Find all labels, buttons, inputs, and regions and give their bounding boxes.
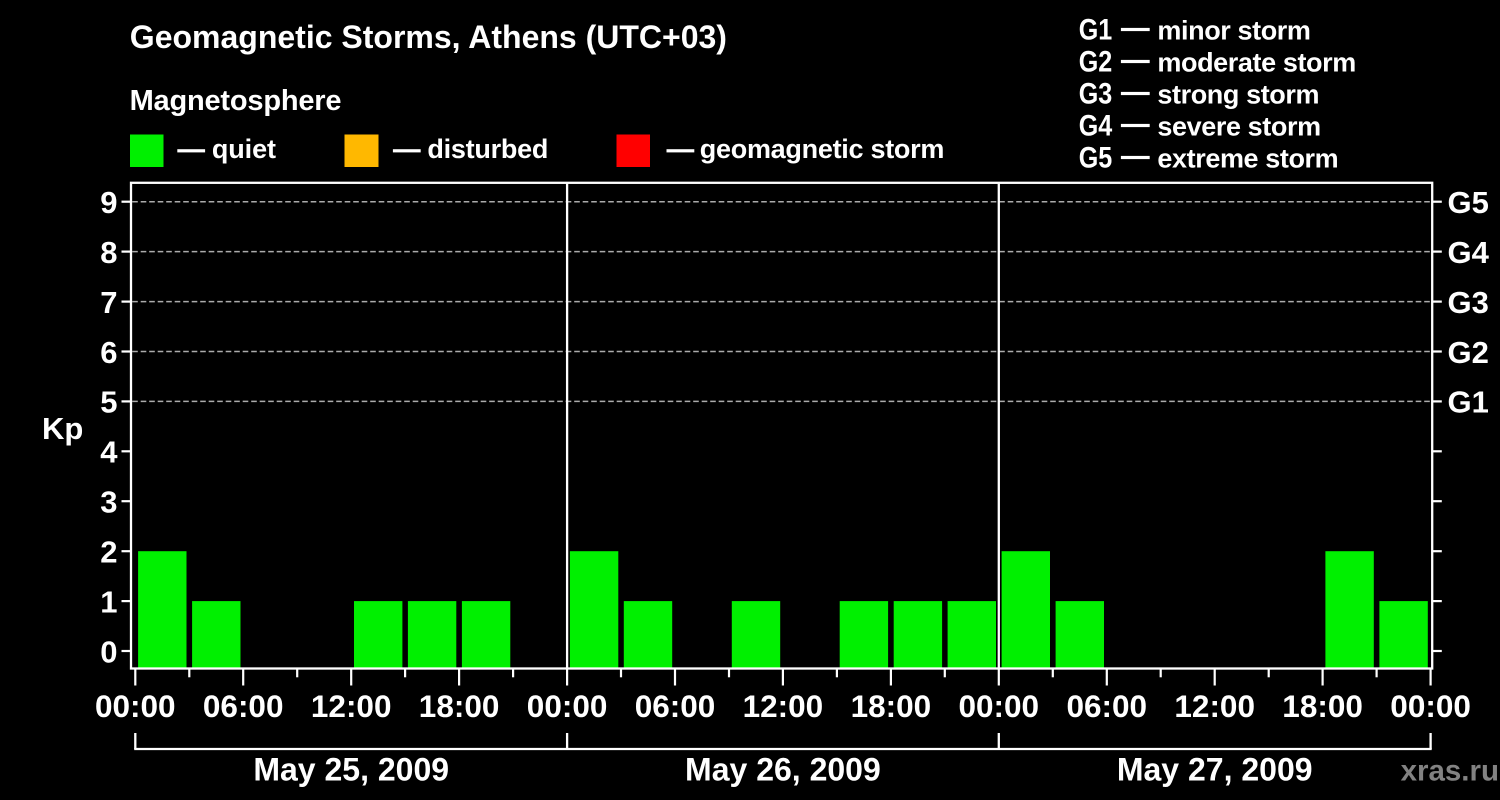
svg-text:18:00: 18:00 — [419, 688, 500, 724]
svg-text:May 27, 2009: May 27, 2009 — [1117, 752, 1313, 788]
svg-text:moderate storm: moderate storm — [1157, 48, 1355, 78]
svg-text:G2: G2 — [1448, 335, 1489, 370]
svg-text:G3: G3 — [1448, 285, 1489, 320]
svg-text:severe storm: severe storm — [1157, 112, 1320, 142]
svg-text:8: 8 — [100, 235, 117, 270]
svg-text:2: 2 — [100, 535, 117, 570]
svg-text:7: 7 — [100, 285, 117, 320]
svg-text:12:00: 12:00 — [1174, 688, 1255, 724]
svg-text:disturbed: disturbed — [427, 134, 548, 164]
svg-text:6: 6 — [100, 335, 117, 370]
svg-text:G1: G1 — [1079, 14, 1113, 47]
svg-text:12:00: 12:00 — [743, 688, 824, 724]
svg-text:xras.ru: xras.ru — [1401, 755, 1499, 788]
svg-text:3: 3 — [100, 485, 117, 520]
svg-text:06:00: 06:00 — [1067, 688, 1148, 724]
svg-text:Geomagnetic Storms, Athens (UT: Geomagnetic Storms, Athens (UTC+03) — [130, 19, 727, 55]
svg-text:G1: G1 — [1448, 385, 1489, 420]
svg-text:18:00: 18:00 — [851, 688, 932, 724]
svg-text:Kp: Kp — [42, 411, 83, 446]
svg-text:00:00: 00:00 — [527, 688, 608, 724]
svg-text:G4: G4 — [1079, 110, 1113, 143]
svg-text:G5: G5 — [1079, 142, 1113, 175]
svg-text:00:00: 00:00 — [959, 688, 1040, 724]
svg-text:5: 5 — [100, 385, 117, 420]
svg-text:May 25, 2009: May 25, 2009 — [253, 752, 449, 788]
svg-text:18:00: 18:00 — [1282, 688, 1363, 724]
svg-text:G5: G5 — [1448, 185, 1489, 220]
svg-text:00:00: 00:00 — [95, 688, 176, 724]
svg-text:strong storm: strong storm — [1157, 80, 1319, 110]
svg-text:extreme storm: extreme storm — [1157, 144, 1338, 174]
svg-text:G2: G2 — [1079, 46, 1113, 79]
svg-text:4: 4 — [100, 435, 118, 470]
svg-text:06:00: 06:00 — [203, 688, 284, 724]
svg-text:geomagnetic storm: geomagnetic storm — [700, 134, 944, 164]
svg-text:May 26, 2009: May 26, 2009 — [685, 752, 881, 788]
svg-text:Magnetosphere: Magnetosphere — [130, 85, 342, 117]
svg-text:9: 9 — [100, 185, 117, 220]
svg-text:1: 1 — [100, 584, 117, 619]
svg-text:0: 0 — [100, 634, 117, 669]
svg-text:G4: G4 — [1448, 235, 1490, 270]
svg-text:quiet: quiet — [212, 134, 276, 164]
svg-text:12:00: 12:00 — [311, 688, 392, 724]
svg-text:06:00: 06:00 — [635, 688, 716, 724]
svg-text:minor storm: minor storm — [1157, 16, 1310, 46]
svg-text:G3: G3 — [1079, 78, 1113, 111]
svg-text:00:00: 00:00 — [1390, 688, 1471, 724]
